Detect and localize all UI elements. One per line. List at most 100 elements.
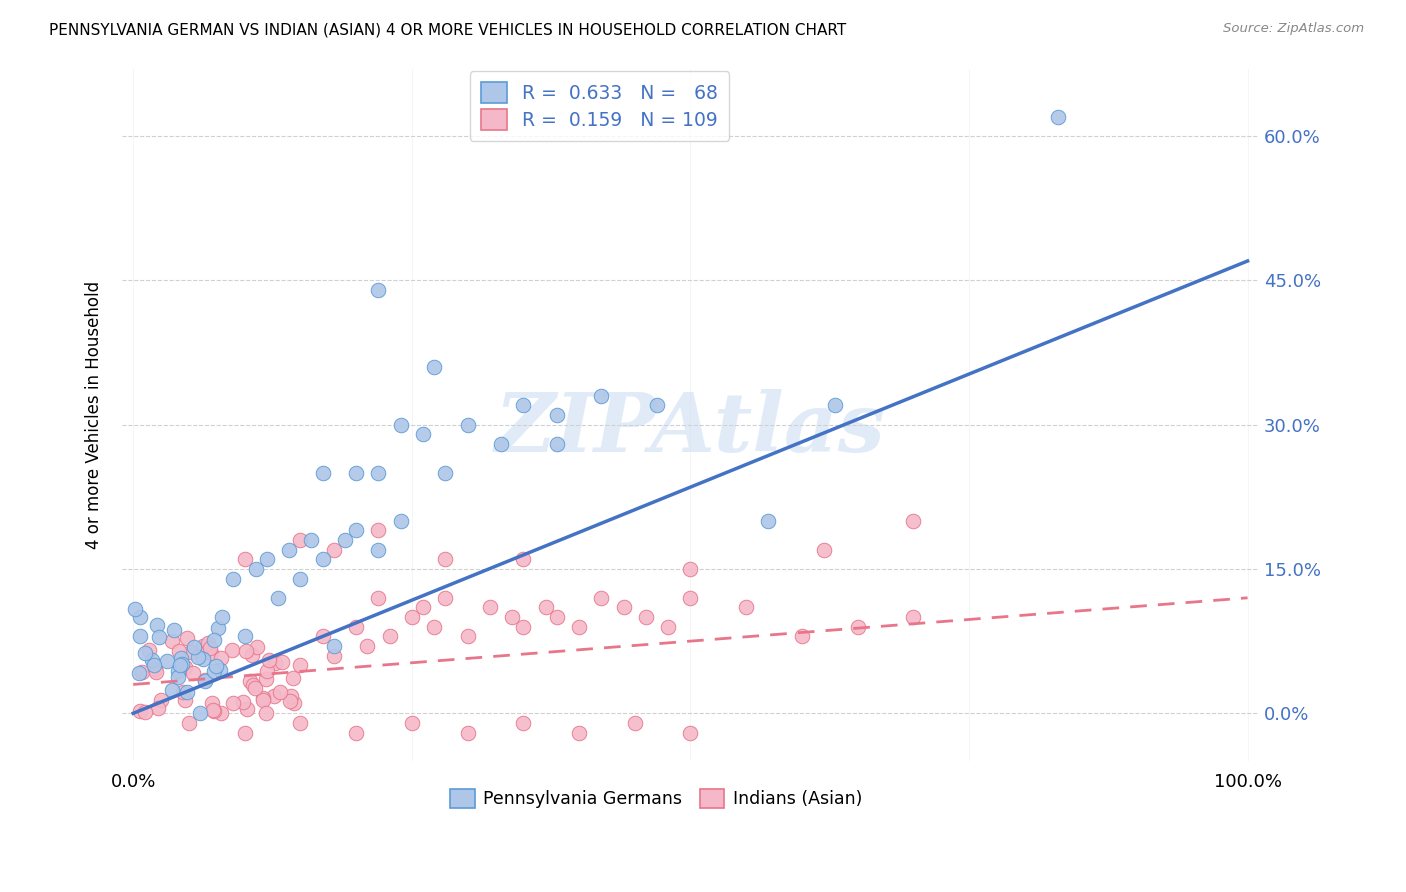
Point (534, 600, 557, 615)
Text: PENNSYLVANIA GERMAN VS INDIAN (ASIAN) 4 OR MORE VEHICLES IN HOUSEHOLD CORRELATIO: PENNSYLVANIA GERMAN VS INDIAN (ASIAN) 4 … (49, 22, 846, 37)
Point (278, 542, 301, 557)
Point (191, 652, 214, 666)
Point (209, 663, 232, 677)
Point (173, 693, 195, 707)
Point (679, 562, 702, 576)
Point (191, 639, 214, 653)
Point (344, 524, 367, 538)
Point (367, 591, 389, 605)
Point (146, 617, 169, 632)
Point (201, 696, 224, 710)
Point (412, 427, 434, 442)
Point (221, 642, 243, 657)
Point (344, 466, 367, 480)
Point (283, 697, 305, 711)
Point (434, 466, 457, 480)
Point (232, 695, 254, 709)
Point (311, 552, 333, 566)
Point (512, 620, 534, 634)
Text: Source: ZipAtlas.com: Source: ZipAtlas.com (1223, 22, 1364, 36)
Point (169, 658, 191, 673)
Point (233, 629, 256, 643)
Point (176, 632, 198, 646)
Point (322, 648, 344, 663)
Point (290, 715, 312, 730)
Point (311, 466, 333, 480)
Point (401, 715, 423, 730)
Point (211, 610, 233, 624)
Point (209, 706, 232, 720)
Point (256, 552, 278, 566)
Point (311, 629, 333, 643)
Y-axis label: 4 or more Vehicles in Household: 4 or more Vehicles in Household (86, 281, 103, 549)
Point (236, 702, 259, 716)
Point (434, 552, 457, 566)
Point (367, 542, 389, 557)
Point (824, 398, 846, 412)
Point (290, 572, 312, 586)
Point (138, 643, 160, 657)
Point (790, 629, 813, 643)
Point (322, 639, 344, 653)
Point (254, 706, 277, 720)
Point (591, 591, 613, 605)
Point (546, 437, 568, 451)
Point (270, 655, 292, 669)
Point (181, 665, 204, 680)
Legend: Pennsylvania Germans, Indians (Asian): Pennsylvania Germans, Indians (Asian) (443, 782, 869, 815)
Point (198, 641, 221, 656)
Point (512, 398, 534, 412)
Point (141, 653, 163, 667)
Point (389, 514, 412, 528)
Point (546, 610, 568, 624)
Point (591, 389, 613, 403)
Point (172, 685, 194, 699)
Point (333, 533, 356, 547)
Point (142, 657, 165, 672)
Point (166, 670, 188, 684)
Point (263, 689, 285, 703)
Point (145, 665, 167, 680)
Point (162, 624, 184, 638)
Point (162, 633, 184, 648)
Point (290, 658, 312, 673)
Point (281, 671, 304, 685)
Point (568, 725, 591, 739)
Point (222, 572, 245, 586)
Point (356, 639, 378, 653)
Point (846, 620, 869, 634)
Point (612, 600, 634, 615)
Point (478, 600, 501, 615)
Point (187, 649, 209, 664)
Point (169, 644, 191, 658)
Point (903, 514, 925, 528)
Point (412, 600, 434, 615)
Point (233, 725, 256, 739)
Point (322, 542, 344, 557)
Point (344, 725, 367, 739)
Point (634, 610, 657, 624)
Text: ZIPAtlas: ZIPAtlas (495, 389, 886, 469)
Point (172, 657, 194, 671)
Point (246, 640, 269, 655)
Point (129, 704, 152, 718)
Point (903, 610, 925, 624)
Point (252, 693, 274, 707)
Point (367, 283, 389, 297)
Point (423, 359, 446, 374)
Point (546, 408, 568, 422)
Point (344, 620, 367, 634)
Point (202, 633, 225, 648)
Point (143, 662, 166, 676)
Point (367, 466, 389, 480)
Point (457, 629, 479, 643)
Point (389, 417, 412, 432)
Point (240, 648, 263, 662)
Point (148, 631, 170, 645)
Point (256, 664, 278, 678)
Point (180, 645, 202, 659)
Point (434, 591, 457, 605)
Point (197, 636, 219, 650)
Point (194, 674, 217, 689)
Point (758, 514, 780, 528)
